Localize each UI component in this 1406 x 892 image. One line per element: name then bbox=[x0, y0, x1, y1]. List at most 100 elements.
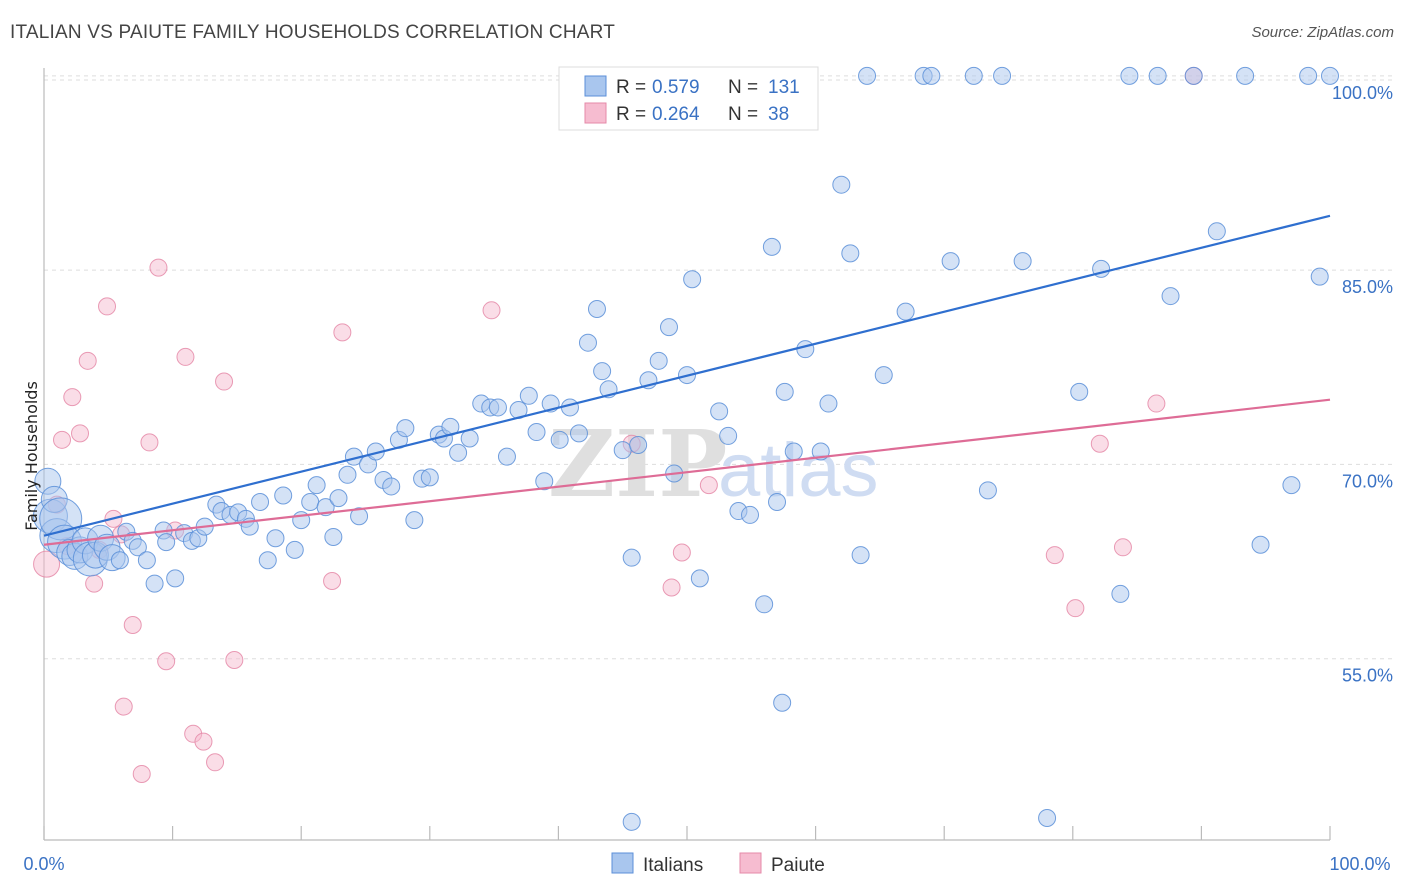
italians-point bbox=[382, 477, 401, 496]
italians-point bbox=[587, 300, 606, 319]
italians-point bbox=[1299, 66, 1318, 85]
italians-point bbox=[819, 394, 838, 413]
italians-point bbox=[683, 270, 702, 289]
italians-point bbox=[301, 492, 320, 511]
paiute-point bbox=[157, 652, 176, 671]
legend-n-italians: 131 bbox=[768, 77, 800, 98]
italians-point bbox=[775, 382, 794, 401]
paiute-point bbox=[225, 650, 244, 669]
y-tick-label: 100.0% bbox=[1332, 83, 1393, 103]
italians-point bbox=[659, 318, 678, 337]
bottom-swatch-paiute bbox=[739, 852, 762, 874]
paiute-point bbox=[1113, 538, 1132, 557]
italians-point bbox=[1282, 476, 1301, 495]
italians-point bbox=[560, 398, 579, 417]
bottom-legend-italians: Italians bbox=[643, 855, 703, 876]
italians-point bbox=[1070, 382, 1089, 401]
italians-point bbox=[157, 533, 176, 552]
paiute-point bbox=[78, 351, 97, 370]
italians-point bbox=[858, 66, 877, 85]
italians-point bbox=[128, 538, 147, 557]
italians-point bbox=[622, 548, 641, 567]
paiute-trend-line bbox=[43, 398, 1331, 546]
paiute-point bbox=[194, 732, 213, 751]
x-tick-labels: 0.0% 100.0% bbox=[23, 854, 1390, 874]
source-label: Source: ZipAtlas.com bbox=[1251, 24, 1394, 41]
paiute-point bbox=[132, 764, 151, 783]
paiute-points bbox=[33, 66, 1203, 783]
italians-point bbox=[1251, 535, 1270, 554]
italians-point bbox=[874, 366, 893, 385]
italians-point bbox=[841, 244, 860, 263]
italians-point bbox=[613, 441, 632, 460]
bottom-swatch-italians bbox=[611, 852, 634, 874]
italians-point bbox=[145, 574, 164, 593]
axes bbox=[43, 68, 1331, 841]
italians-point bbox=[307, 476, 326, 495]
italians-point bbox=[993, 66, 1012, 85]
paiute-point bbox=[71, 424, 90, 443]
x-tick-label-end: 100.0% bbox=[1329, 854, 1390, 874]
italians-point bbox=[796, 340, 815, 359]
italians-point bbox=[110, 551, 129, 570]
legend: R = 0.579 N = 131 R = 0.264 N = 38 bbox=[558, 66, 819, 131]
italians-point bbox=[622, 812, 641, 831]
italians-point bbox=[535, 472, 554, 491]
paiute-point bbox=[63, 388, 82, 407]
italians-point bbox=[741, 505, 760, 524]
italians-point bbox=[784, 442, 803, 461]
watermark-atlas: atlas bbox=[718, 428, 879, 513]
legend-r-italians: 0.579 bbox=[652, 77, 700, 98]
paiute-point bbox=[53, 430, 72, 449]
italians-point bbox=[266, 529, 285, 548]
bottom-legend-paiute: Paiute bbox=[771, 855, 825, 876]
italians-point bbox=[285, 540, 304, 559]
italians-point bbox=[629, 436, 648, 454]
paiute-point bbox=[149, 258, 168, 277]
italians-point bbox=[1120, 66, 1139, 85]
paiute-point bbox=[1090, 434, 1109, 453]
x-tick-label-start: 0.0% bbox=[23, 854, 64, 874]
paiute-point bbox=[1045, 546, 1064, 565]
series-legend: Italians Paiute bbox=[611, 852, 825, 876]
legend-n-label: N = bbox=[728, 77, 758, 98]
watermark: ZIP atlas bbox=[548, 410, 879, 518]
paiute-point bbox=[85, 574, 104, 593]
italians-point bbox=[1236, 66, 1255, 85]
italians-point bbox=[762, 237, 781, 256]
italians-point bbox=[420, 468, 439, 487]
legend-swatch-italians bbox=[584, 75, 607, 97]
chart-title: ITALIAN VS PAIUTE FAMILY HOUSEHOLDS CORR… bbox=[10, 22, 615, 43]
paiute-point bbox=[98, 297, 117, 316]
paiute-point bbox=[123, 616, 142, 635]
italians-point bbox=[396, 419, 415, 438]
italians-point bbox=[768, 492, 787, 511]
y-axis-label: Family Households bbox=[22, 381, 41, 531]
italians-point bbox=[1207, 222, 1226, 241]
italians-point bbox=[350, 507, 369, 526]
italians-point bbox=[137, 551, 156, 570]
italians-point bbox=[1161, 287, 1180, 306]
italians-point bbox=[274, 486, 293, 505]
italians-point bbox=[690, 569, 709, 588]
paiute-point bbox=[114, 697, 133, 716]
paiute-point bbox=[176, 347, 195, 366]
paiute-point bbox=[1147, 394, 1166, 413]
paiute-point bbox=[140, 433, 159, 452]
italians-point bbox=[964, 66, 983, 85]
paiute-point bbox=[672, 543, 691, 562]
italians-point bbox=[1013, 252, 1032, 271]
italians-point bbox=[832, 175, 851, 194]
italians-point bbox=[405, 511, 424, 530]
italians-point bbox=[578, 333, 597, 352]
legend-swatch-paiute bbox=[584, 102, 607, 124]
italians-point bbox=[1310, 267, 1329, 286]
italians-point bbox=[1321, 66, 1339, 85]
italians-point bbox=[1184, 66, 1203, 85]
italians-point bbox=[922, 66, 941, 85]
paiute-point bbox=[323, 571, 342, 590]
paiute-point bbox=[662, 578, 681, 597]
paiute-point bbox=[33, 550, 61, 578]
italians-point bbox=[324, 527, 343, 546]
